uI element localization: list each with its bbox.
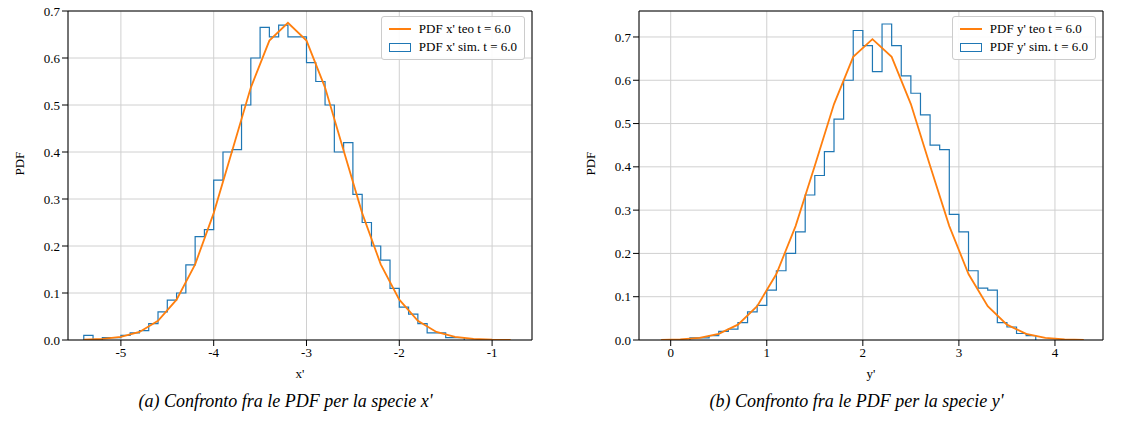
svg-text:0.4: 0.4	[44, 145, 61, 160]
svg-text:x': x'	[296, 366, 305, 381]
svg-text:-1: -1	[487, 345, 498, 360]
svg-text:0: 0	[667, 345, 674, 360]
svg-text:0.6: 0.6	[615, 73, 632, 88]
svg-text:0.4: 0.4	[615, 159, 632, 174]
html-text:(a) Confronto fra le PDF per l: (a) Confronto fra le PDF per la specie x…	[138, 391, 433, 411]
svg-text:PDF: PDF	[583, 152, 598, 176]
html-text:PDF y' sim. t = 6.0: PDF y' sim. t = 6.0	[989, 39, 1088, 54]
svg-text:0.0: 0.0	[615, 333, 631, 348]
svg-text:0.5: 0.5	[44, 98, 60, 113]
svg-text:0.6: 0.6	[44, 51, 61, 66]
svg-text:y': y'	[867, 366, 876, 381]
svg-text:-3: -3	[301, 345, 312, 360]
html-text:PDF y' teo t = 6.0: PDF y' teo t = 6.0	[989, 21, 1082, 36]
svg-text:0.5: 0.5	[615, 116, 631, 131]
svg-text:3: 3	[956, 345, 963, 360]
svg-text:0.2: 0.2	[44, 239, 60, 254]
html-text:PDF x' sim. t = 6.0: PDF x' sim. t = 6.0	[418, 39, 517, 54]
svg-text:PDF: PDF	[12, 152, 27, 176]
svg-text:4: 4	[1052, 345, 1059, 360]
svg-text:0.7: 0.7	[615, 30, 632, 45]
svg-text:0.0: 0.0	[44, 333, 60, 348]
svg-text:0.1: 0.1	[44, 286, 60, 301]
svg-text:1: 1	[764, 345, 771, 360]
html-text:PDF x' teo t = 6.0: PDF x' teo t = 6.0	[418, 21, 511, 36]
svg-text:0.1: 0.1	[615, 289, 631, 304]
svg-text:-5: -5	[115, 345, 126, 360]
svg-text:0.2: 0.2	[615, 246, 631, 261]
svg-text:0.3: 0.3	[44, 192, 60, 207]
svg-text:-4: -4	[208, 345, 219, 360]
svg-text:0.3: 0.3	[615, 203, 631, 218]
svg-text:2: 2	[860, 345, 867, 360]
svg-text:-2: -2	[394, 345, 405, 360]
html-text:(b) Confronto fra le PDF per l: (b) Confronto fra le PDF per la specie y…	[709, 391, 1004, 411]
svg-text:0.7: 0.7	[44, 4, 61, 19]
